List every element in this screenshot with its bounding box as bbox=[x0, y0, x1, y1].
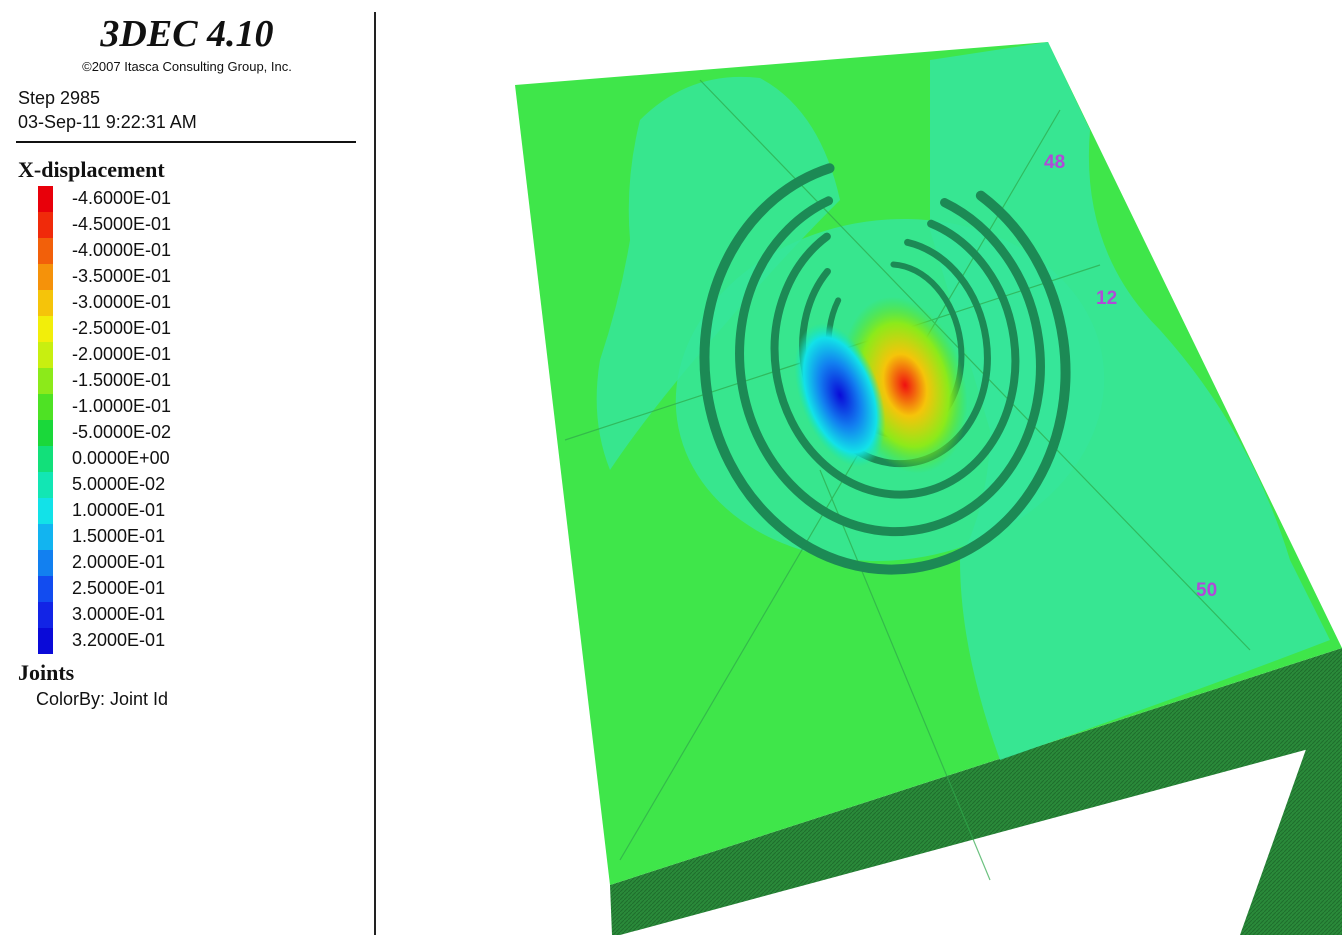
joint-label-12: 12 bbox=[1096, 288, 1117, 309]
ramp-swatch bbox=[38, 498, 53, 524]
ramp-swatch bbox=[38, 420, 53, 446]
legend-value: 0.0000E+00 bbox=[72, 448, 170, 468]
legend-value: -2.0000E-01 bbox=[72, 344, 172, 364]
joint-label-50: 50 bbox=[1196, 580, 1217, 601]
legend-value: -5.0000E-02 bbox=[72, 422, 172, 442]
legend-value: -1.0000E-01 bbox=[72, 396, 172, 416]
ramp-swatch bbox=[38, 316, 53, 342]
joints-colorby: ColorBy: Joint Id bbox=[36, 689, 169, 709]
ramp-swatch bbox=[38, 264, 53, 290]
legend-value: -1.5000E-01 bbox=[72, 370, 172, 390]
ramp-swatch bbox=[38, 394, 53, 420]
legend-labels: -4.6000E-01 -4.5000E-01 -4.0000E-01 -3.5… bbox=[72, 185, 171, 653]
timestamp: 03-Sep-11 9:22:31 AM bbox=[18, 112, 197, 132]
legend-value: -3.0000E-01 bbox=[72, 292, 172, 312]
ramp-swatch bbox=[38, 186, 53, 212]
joints-title: Joints bbox=[18, 660, 75, 685]
legend-value: -4.0000E-01 bbox=[72, 240, 172, 260]
joint-band bbox=[770, 211, 1020, 499]
legend-value: -3.5000E-01 bbox=[72, 266, 172, 286]
legend-title: X-displacement bbox=[18, 157, 165, 182]
ramp-swatch bbox=[38, 342, 53, 368]
ramp-swatch bbox=[38, 602, 53, 628]
step-counter: Step 2985 bbox=[18, 88, 101, 108]
legend-value: 2.0000E-01 bbox=[72, 552, 166, 572]
joint-band bbox=[699, 155, 1071, 575]
color-ramp bbox=[38, 186, 53, 654]
ramp-swatch bbox=[38, 524, 53, 550]
legend-value: -4.5000E-01 bbox=[72, 214, 172, 234]
legend-value: 3.0000E-01 bbox=[72, 604, 166, 624]
ramp-swatch bbox=[38, 628, 53, 654]
ramp-swatch bbox=[38, 472, 53, 498]
displacement-positive-zone bbox=[794, 323, 886, 467]
ramp-swatch bbox=[38, 212, 53, 238]
joint-label-48: 48 bbox=[1044, 152, 1065, 173]
ramp-swatch bbox=[38, 238, 53, 264]
ramp-swatch bbox=[38, 290, 53, 316]
ramp-swatch bbox=[38, 446, 53, 472]
panel-divider bbox=[374, 12, 376, 935]
ramp-swatch bbox=[38, 550, 53, 576]
app-title: 3DEC 4.10 bbox=[100, 13, 274, 55]
legend-value: 1.5000E-01 bbox=[72, 526, 166, 546]
zone-light-right bbox=[930, 42, 1330, 760]
model-side-face-front bbox=[610, 648, 1342, 935]
copyright-text: ©2007 Itasca Consulting Group, Inc. bbox=[82, 59, 292, 74]
legend-value: -2.5000E-01 bbox=[72, 318, 172, 338]
legend-panel: 3DEC 4.10 ©2007 Itasca Consulting Group,… bbox=[0, 0, 374, 935]
legend-value: -4.6000E-01 bbox=[72, 188, 172, 208]
model-viewport[interactable]: 48 12 50 bbox=[378, 0, 1342, 935]
ramp-swatch bbox=[38, 576, 53, 602]
legend-value: 1.0000E-01 bbox=[72, 500, 166, 520]
ramp-swatch bbox=[38, 368, 53, 394]
legend-value: 2.5000E-01 bbox=[72, 578, 166, 598]
legend-value: 3.2000E-01 bbox=[72, 630, 166, 650]
legend-value: 5.0000E-02 bbox=[72, 474, 166, 494]
joint-band bbox=[735, 183, 1045, 537]
header-divider bbox=[16, 141, 356, 143]
